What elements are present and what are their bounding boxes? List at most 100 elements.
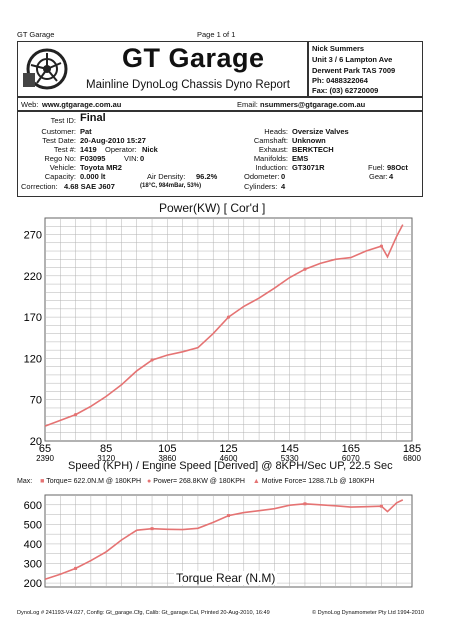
turbo-logo-icon bbox=[23, 48, 68, 90]
exhaust-label: Exhaust: bbox=[258, 145, 288, 154]
power-rpm-tick-label: 4600 bbox=[220, 454, 238, 463]
induction-label: Induction: bbox=[255, 163, 288, 172]
correction-label: Correction: bbox=[21, 182, 58, 191]
power-chart-x-ticks: 65 85 105 125 145 165 185 bbox=[39, 443, 421, 455]
fuel-label: Fuel: bbox=[368, 163, 385, 172]
page-header-left: GT Garage bbox=[17, 30, 55, 39]
torque-chart-series bbox=[44, 499, 404, 580]
max-power: Power= 268.8KW @ 180KPH bbox=[153, 478, 245, 485]
power-data-point bbox=[379, 244, 384, 248]
power-rpm-tick-label: 6070 bbox=[342, 454, 360, 463]
power-x-tick-label: 85 bbox=[100, 443, 112, 455]
logo-box: GT Garage Mainline DynoLog Chassis Dyno … bbox=[17, 41, 308, 97]
power-x-tick-label: 125 bbox=[219, 443, 237, 455]
power-x-tick-label: 165 bbox=[342, 443, 360, 455]
customer-value: Pat bbox=[80, 127, 92, 136]
address-box: Nick Summers Unit 3 / 6 Lampton Ave Derw… bbox=[308, 41, 423, 97]
camshaft-value: Unknown bbox=[292, 136, 326, 145]
cylinders-label: Cylinders: bbox=[244, 182, 278, 191]
vin-label: VIN: bbox=[124, 154, 139, 163]
operator-value: Nick bbox=[142, 145, 158, 154]
logo-title: GT Garage bbox=[122, 43, 265, 73]
air-density-label: Air Density: bbox=[147, 172, 186, 181]
address-line2: Derwent Park TAS 7009 bbox=[312, 66, 396, 75]
power-data-point bbox=[150, 358, 154, 362]
power-rpm-tick-label: 3120 bbox=[97, 454, 115, 463]
power-y-tick-label: 20 bbox=[30, 436, 42, 448]
camshaft-label: Camshaft: bbox=[253, 136, 288, 145]
induction-value: GT3071R bbox=[292, 163, 325, 172]
torque-y-tick-label: 600 bbox=[24, 500, 42, 512]
vehicle-label: Vehicle: bbox=[49, 163, 76, 172]
torque-data-point bbox=[227, 514, 230, 518]
heads-label: Heads: bbox=[264, 127, 288, 136]
address-fax: Fax: (03) 62720009 bbox=[312, 86, 379, 95]
power-series-line bbox=[44, 224, 404, 427]
exhaust-value: BERKTECH bbox=[292, 145, 334, 154]
power-rpm-tick-label: 6800 bbox=[403, 454, 421, 463]
max-label: Max: bbox=[17, 478, 33, 485]
torque-chart-y-ticks: 600 500 400 300 200 bbox=[24, 500, 42, 590]
test-date-label: Test Date: bbox=[42, 136, 76, 145]
email-link[interactable]: nsummers@gtgarage.com.au bbox=[260, 100, 366, 109]
customer-label: Customer: bbox=[41, 127, 76, 136]
torque-series-line bbox=[44, 499, 404, 580]
rego-value: F03095 bbox=[80, 154, 106, 163]
power-chart: 270 220 170 120 70 20 65 85 105 125 145 165 185 239… bbox=[24, 217, 421, 463]
power-data-point bbox=[73, 412, 78, 417]
heads-value: Oversize Valves bbox=[292, 127, 349, 136]
address-line1: Unit 3 / 6 Lampton Ave bbox=[312, 55, 393, 64]
test-number-label: Test #: bbox=[53, 145, 76, 154]
power-y-tick-label: 120 bbox=[24, 353, 42, 365]
test-date-value: 20-Aug-2010 15:27 bbox=[80, 136, 146, 145]
manifolds-value: EMS bbox=[292, 154, 309, 163]
power-data-point bbox=[226, 315, 231, 319]
torque-y-tick-label: 300 bbox=[24, 559, 42, 571]
air-density-value: 96.2% bbox=[196, 172, 218, 181]
power-y-tick-label: 220 bbox=[24, 271, 42, 283]
power-x-tick-label: 185 bbox=[403, 443, 421, 455]
power-x-tick-label: 145 bbox=[280, 443, 298, 455]
power-x-tick-label: 105 bbox=[158, 443, 176, 455]
operator-label: Operator: bbox=[105, 145, 137, 154]
power-y-tick-label: 170 bbox=[24, 312, 42, 324]
capacity-value: 0.000 lt bbox=[80, 172, 106, 181]
gear-label: Gear: bbox=[369, 172, 388, 181]
torque-y-tick-label: 200 bbox=[24, 578, 42, 590]
manifolds-label: Manifolds: bbox=[253, 154, 288, 163]
torque-data-point bbox=[74, 566, 78, 570]
web-link[interactable]: www.gtgarage.com.au bbox=[42, 100, 122, 109]
test-number-value: 1419 bbox=[80, 145, 97, 154]
power-chart-grid bbox=[44, 217, 413, 442]
footer-copyright: © DynoLog Dynamometer Pty Ltd 1994-2010 bbox=[312, 610, 425, 616]
torque-chart-title: Torque Rear (N.M) bbox=[174, 571, 278, 585]
test-info-box: Test ID: Final Customer: Pat Test Date: … bbox=[17, 111, 423, 197]
torque-data-point bbox=[303, 502, 307, 506]
power-chart-title: Power(KW) [ Cor'd ] bbox=[159, 201, 266, 215]
torque-y-tick-label: 400 bbox=[24, 539, 42, 551]
max-motive-marker-icon: ▲ bbox=[252, 478, 260, 485]
power-y-tick-label: 70 bbox=[30, 395, 42, 407]
power-rpm-tick-label: 3860 bbox=[158, 454, 176, 463]
max-torque-marker-icon: ■ bbox=[40, 478, 45, 485]
fuel-value: 98Oct bbox=[387, 163, 408, 172]
gear-value: 4 bbox=[389, 172, 394, 181]
test-id-label: Test ID: bbox=[50, 116, 76, 125]
max-motive: Motive Force= 1288.7Lb @ 180KPH bbox=[261, 478, 375, 485]
torque-data-point bbox=[150, 527, 154, 531]
power-x-tick-label: 65 bbox=[39, 443, 51, 455]
rego-label: Rego No: bbox=[44, 154, 76, 163]
cylinders-value: 4 bbox=[281, 182, 286, 191]
power-rpm-tick-label: 5330 bbox=[281, 454, 299, 463]
contact-row: Web: www.gtgarage.com.au Email: nsummers… bbox=[17, 97, 423, 111]
capacity-label: Capacity: bbox=[44, 172, 76, 181]
address-name: Nick Summers bbox=[312, 44, 365, 53]
max-torque: Torque= 622.0N.M @ 180KPH bbox=[46, 478, 142, 485]
power-y-tick-label: 270 bbox=[24, 230, 42, 242]
correction-value: 4.68 SAE J607 bbox=[64, 182, 115, 191]
power-data-point bbox=[303, 267, 307, 271]
vehicle-value: Toyota MR2 bbox=[80, 163, 122, 172]
logo-subtitle: Mainline DynoLog Chassis Dyno Report bbox=[86, 79, 290, 91]
footer-config: DynoLog # 241193-V4.027, Config: Gt_gara… bbox=[17, 610, 270, 616]
odometer-value: 0 bbox=[281, 172, 286, 181]
